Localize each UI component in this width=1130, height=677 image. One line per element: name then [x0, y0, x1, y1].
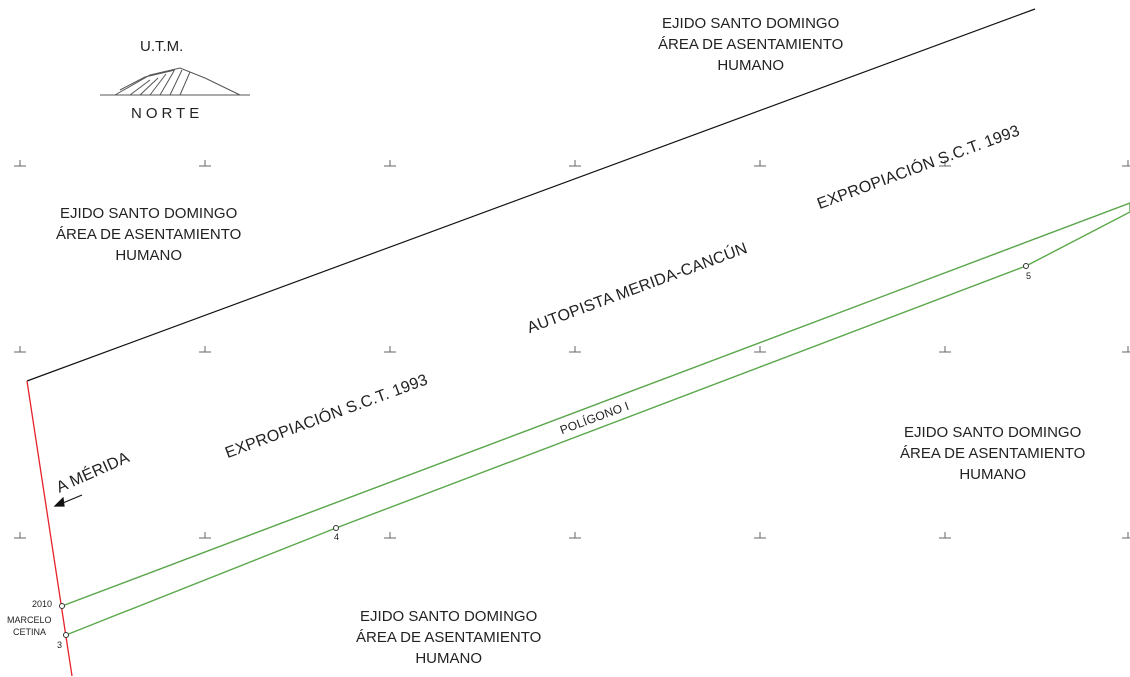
vertex-3: [63, 632, 69, 638]
north-label: NORTE: [131, 105, 204, 122]
arrow-left-icon: [53, 494, 83, 507]
vertex-label-3: 3: [57, 640, 63, 650]
vertex-label-4: 4: [334, 532, 340, 542]
grid-mark: [754, 160, 766, 167]
grid-mark: [569, 532, 581, 539]
vertex-label-marcelo: MARCELO: [7, 615, 52, 625]
area-label-bottom: EJIDO SANTO DOMINGO ÁREA DE ASENTAMIENTO…: [356, 608, 542, 667]
utm-label: U.T.M.: [140, 38, 184, 55]
north-arrow-icon: [100, 67, 250, 96]
area-label-top-right: EJIDO SANTO DOMINGO ÁREA DE ASENTAMIENTO…: [658, 15, 844, 74]
grid-mark: [199, 532, 211, 539]
grid-mark: [199, 346, 211, 353]
grid-marks: [14, 160, 1130, 539]
grid-mark: [14, 532, 26, 539]
area-label-left: EJIDO SANTO DOMINGO ÁREA DE ASENTAMIENTO…: [56, 205, 242, 264]
grid-mark: [384, 160, 396, 167]
grid-mark: [569, 160, 581, 167]
vertex-label-2010: 2010: [32, 599, 53, 609]
grid-mark: [939, 346, 951, 353]
area-label-right: EJIDO SANTO DOMINGO ÁREA DE ASENTAMIENTO…: [900, 424, 1086, 483]
grid-mark: [1122, 346, 1130, 353]
vertex-5: [1023, 263, 1029, 269]
vertex-label-5: 5: [1026, 271, 1032, 281]
grid-mark: [14, 160, 26, 167]
grid-mark: [939, 532, 951, 539]
red-limit-line: [26, 380, 73, 677]
grid-mark: [199, 160, 211, 167]
vertex-2010: [59, 603, 65, 609]
grid-mark: [1122, 532, 1130, 539]
vertex-label-cetina: CETINA: [13, 627, 47, 637]
boundary-line: [26, 8, 1036, 382]
polygon-i: [61, 202, 1130, 636]
grid-mark: [754, 346, 766, 353]
grid-mark: [939, 160, 951, 167]
grid-mark: [1122, 160, 1130, 167]
vertex-4: [333, 525, 339, 531]
grid-mark: [384, 532, 396, 539]
grid-mark: [14, 346, 26, 353]
grid-mark: [384, 346, 396, 353]
grid-mark: [754, 532, 766, 539]
grid-mark: [569, 346, 581, 353]
